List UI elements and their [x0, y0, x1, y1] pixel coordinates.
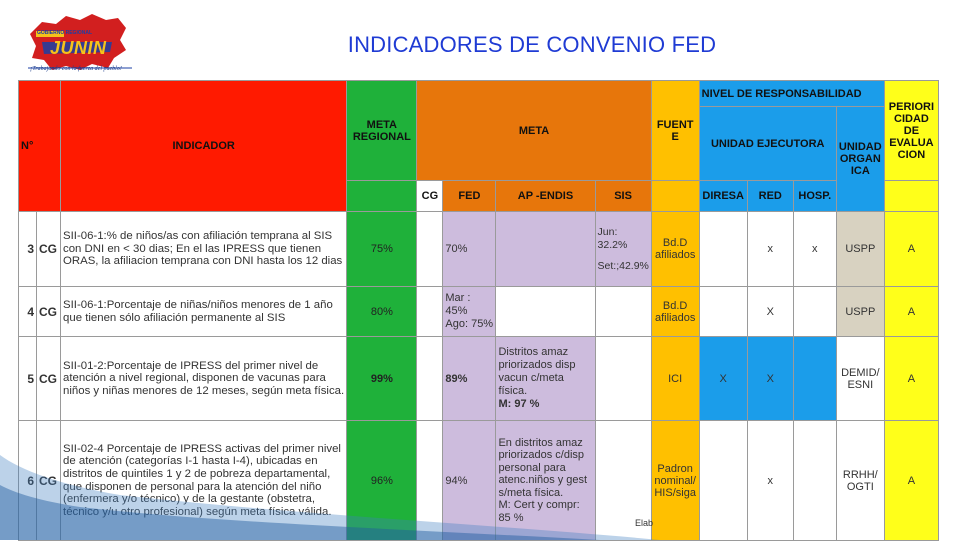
row-number: 4: [17, 286, 38, 337]
row-number: 5: [17, 336, 38, 421]
row-cg: CG: [36, 211, 62, 287]
row-periodicidad: A: [883, 420, 940, 541]
logo-brand: JUNIN: [50, 38, 107, 58]
row-fuente: Bd.D afiliados: [650, 286, 700, 337]
row-meta-fed-line-1: Mar : 45%: [445, 292, 471, 317]
header-red: RED: [746, 180, 794, 212]
row-sis: [594, 336, 652, 421]
row-periodicidad: A: [883, 286, 940, 337]
row-sis: [594, 420, 652, 541]
row-meta-regional: 99%: [346, 336, 418, 421]
row-ap-endis-text: En distritos amaz priorizados c/disp per…: [498, 436, 588, 499]
header-fed: FED: [442, 180, 497, 212]
header-meta: META: [416, 80, 652, 181]
header-meta-regional: META REGIONAL: [346, 80, 418, 181]
table-row: 6 CG SII-02-4 Porcentaje de IPRESS activ…: [17, 420, 940, 541]
row-meta-cg: [416, 211, 444, 287]
row-cg: CG: [36, 420, 62, 541]
row-sis: [594, 286, 652, 337]
row-diresa: [698, 286, 748, 337]
row-meta-regional: 80%: [346, 286, 418, 337]
row-ap-endis-meta: M: Cert y compr: 85 %: [498, 499, 580, 524]
row-fuente: Padron nominal/ HIS/siga: [650, 420, 700, 541]
header-n: N°: [17, 80, 62, 212]
row-meta-fed: 94%: [442, 420, 497, 541]
row-meta-fed-line-2: Ago: 75%: [445, 318, 494, 330]
row-cg: CG: [36, 286, 62, 337]
logo-badge: GOBIERNO REGIONAL: [37, 30, 93, 36]
row-red: X: [746, 336, 794, 421]
row-red: x: [746, 211, 794, 287]
row-meta-fed: Mar : 45% Ago: 75%: [442, 286, 497, 337]
junin-logo: GOBIERNO REGIONAL JUNIN: [22, 12, 140, 78]
row-ap-endis: En distritos amaz priorizados c/disp per…: [495, 420, 596, 541]
row-meta-cg: [416, 420, 444, 541]
header-unidad-ejecutora: UNIDAD EJECUTORA: [698, 106, 837, 181]
row-ap-endis-meta: M: 97 %: [498, 398, 540, 410]
row-ap-endis-text: Distritos amaz priorizados disp vacun c/…: [498, 346, 576, 397]
row-unidad-organica: USPP: [835, 286, 885, 337]
row-number: 6: [17, 420, 38, 541]
row-meta-regional: 75%: [346, 211, 418, 287]
row-indicador: SII-01-2:Porcentaje de IPRESS del primer…: [60, 336, 348, 421]
row-ap-endis: [495, 211, 596, 287]
header-diresa: DIRESA: [698, 180, 748, 212]
row-meta-regional: 96%: [346, 420, 418, 541]
row-diresa: [698, 420, 748, 541]
header-hosp: HOSP.: [792, 180, 837, 212]
header-meta-regional-blank: [346, 180, 418, 212]
row-fuente: Bd.D afiliados: [650, 211, 700, 287]
decorative-swoosh: [0, 455, 660, 540]
row-red: X: [746, 286, 794, 337]
row-sis-line-1: Jun: 32.2%: [597, 225, 628, 251]
header-periodicidad: PERIORI CIDAD DE EVALUA CION: [883, 80, 940, 181]
row-fuente: ICI: [650, 336, 700, 421]
header-nivel-responsabilidad: NIVEL DE RESPONSABILIDAD: [698, 80, 885, 107]
header-indicador: INDICADOR: [60, 80, 348, 212]
row-periodicidad: A: [883, 336, 940, 421]
row-meta-cg: [416, 286, 444, 337]
logo-tagline: ¡Trabajando con la fuerza del pueblo!: [30, 66, 122, 72]
header-fuente-blank: [650, 180, 700, 212]
junin-map-logo-icon: [28, 14, 132, 70]
row-red: x: [746, 420, 794, 541]
row-meta-fed: 70%: [442, 211, 497, 287]
table-row: 4 CG SII-06-1:Porcentaje de niñas/niños …: [17, 286, 940, 337]
row-indicador: SII-06-1:Porcentaje de niñas/niños menor…: [60, 286, 348, 337]
row-sis-line-2: Set:;42.9%: [597, 259, 649, 272]
indicators-table: N° INDICADOR META REGIONAL META FUENT E …: [17, 80, 940, 541]
row-indicador: SII-06-1:% de niños/as con afiliación te…: [60, 211, 348, 287]
row-ap-endis: [495, 286, 596, 337]
indicators-table-container: N° INDICADOR META REGIONAL META FUENT E …: [17, 80, 940, 541]
header-sis: SIS: [594, 180, 652, 212]
footer-elab-text: Elab: [635, 518, 654, 528]
header-cg: CG: [416, 180, 444, 212]
row-sis: Jun: 32.2% Set:;42.9%: [594, 211, 652, 287]
row-unidad-organica: USPP: [835, 211, 885, 287]
row-number: 3: [17, 211, 38, 287]
row-hosp: [792, 420, 837, 541]
row-meta-fed: 89%: [442, 336, 497, 421]
header-fuente: FUENT E: [650, 80, 700, 181]
row-ap-endis: Distritos amaz priorizados disp vacun c/…: [495, 336, 596, 421]
row-meta-cg: [416, 336, 444, 421]
header-unidad-organica: UNIDAD ORGAN ICA: [835, 106, 885, 212]
row-diresa: X: [698, 336, 748, 421]
row-hosp: [792, 286, 837, 337]
table-row: 3 CG SII-06-1:% de niños/as con afiliaci…: [17, 211, 940, 287]
row-hosp: x: [792, 211, 837, 287]
row-unidad-organica: RRHH/ OGTI: [835, 420, 885, 541]
row-periodicidad: A: [883, 211, 940, 287]
row-cg: CG: [36, 336, 62, 421]
row-unidad-organica: DEMID/ ESNI: [835, 336, 885, 421]
row-diresa: [698, 211, 748, 287]
table-row: 5 CG SII-01-2:Porcentaje de IPRESS del p…: [17, 336, 940, 421]
header-ap-endis: AP -ENDIS: [495, 180, 596, 212]
header-periodicidad-blank: [883, 180, 940, 212]
row-hosp: [792, 336, 837, 421]
page-title: INDICADORES DE CONVENIO FED: [347, 32, 717, 57]
row-indicador: SII-02-4 Porcentaje de IPRESS activas de…: [60, 420, 348, 541]
